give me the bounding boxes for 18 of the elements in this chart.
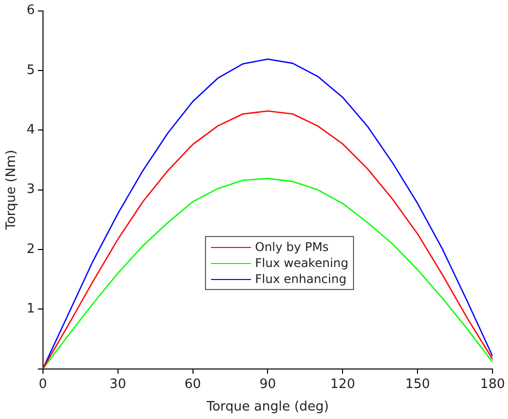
y-axis-title: Torque (Nm) [4,150,20,231]
x-tick-label: 120 [330,376,356,392]
legend-label: Flux weakening [255,256,348,270]
x-tick-label: 150 [405,376,430,392]
legend-label: Only by PMs [255,240,329,254]
x-tick-label: 30 [110,376,126,392]
y-tick-label: 4 [26,122,35,138]
y-tick-label: 1 [26,302,35,317]
x-tick-label: 0 [38,376,48,392]
x-tick-label: 90 [259,376,276,392]
x-tick-label: 60 [184,376,202,392]
y-tick-label: 2 [26,242,35,257]
y-tick-label: 5 [26,62,35,78]
y-tick-label: 3 [26,182,35,198]
x-axis-title: Torque angle (deg) [206,400,329,415]
legend-label: Flux enhancing [255,272,346,286]
y-tick-label: 6 [26,3,35,18]
x-tick-label: 180 [480,376,506,392]
